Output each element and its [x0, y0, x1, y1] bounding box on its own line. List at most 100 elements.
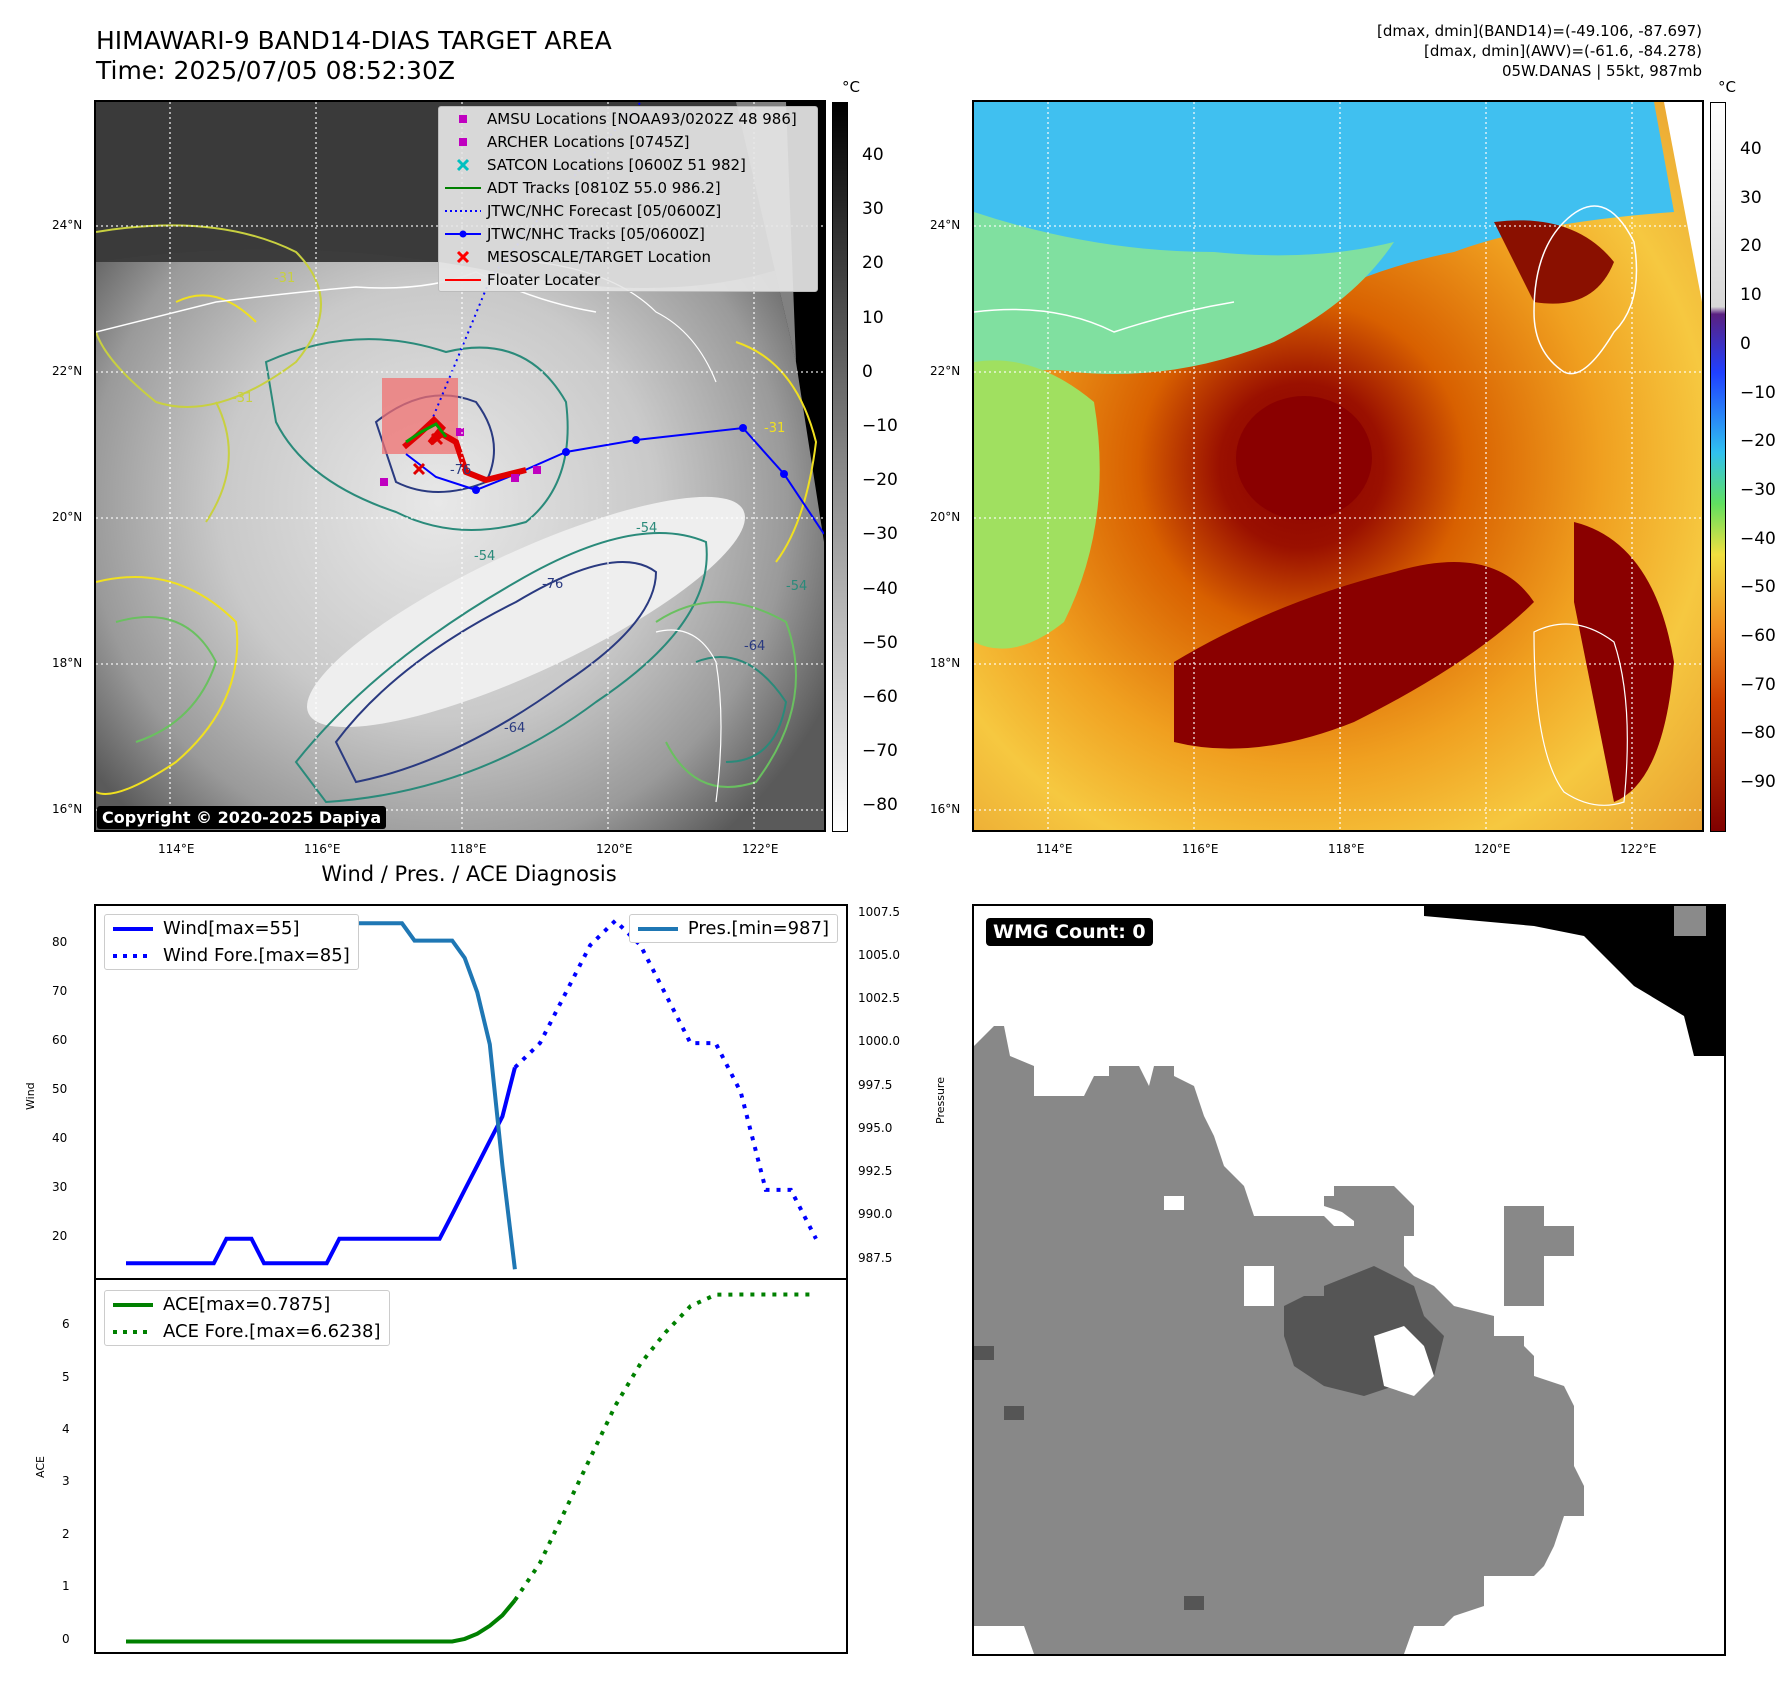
wind-ytick: 80	[52, 935, 68, 950]
pressure-ytick: 995.0	[858, 1120, 893, 1135]
contour-label: -54	[786, 579, 807, 594]
wind-ytick: 40	[52, 1130, 68, 1145]
pressure-ytick: 1000.0	[858, 1034, 900, 1049]
contour-label: -31	[232, 391, 253, 406]
colorbar-tick: −30	[862, 524, 898, 545]
map-legend-item: ARCHER Locations [0745Z]	[439, 130, 817, 153]
lat-label: 18°N	[52, 656, 83, 670]
legend-wind-fore-label: Wind Fore.[max=85]	[163, 945, 350, 966]
map-legend-label: SATCON Locations [0600Z 51 982]	[487, 155, 746, 174]
contour-label: -76	[542, 577, 563, 592]
map-legend-item: AMSU Locations [NOAA93/0202Z 48 986]	[439, 107, 817, 130]
wind-pressure-panel: Wind[max=55] Wind Fore.[max=85] Pres.[mi…	[94, 904, 848, 1280]
pressure-ytick: 997.5	[858, 1077, 893, 1092]
lon-label: 118°E	[1328, 842, 1365, 856]
wind-ytick: 60	[52, 1033, 68, 1048]
ir-colorbar	[832, 102, 848, 832]
pressure-ytick: 990.0	[858, 1207, 893, 1222]
map-legend-item: MESOSCALE/TARGET Location	[439, 245, 817, 268]
map-legend-label: MESOSCALE/TARGET Location	[487, 247, 712, 266]
ace-ytick: 2	[62, 1526, 70, 1541]
lat-label: 18°N	[930, 656, 961, 670]
colorbar-tick: −40	[862, 578, 898, 599]
map-legend-label: Floater Locater	[487, 270, 601, 289]
contour-label: -54	[474, 549, 495, 564]
lat-label: 16°N	[930, 802, 961, 816]
map-legend-label: ARCHER Locations [0745Z]	[487, 132, 690, 151]
lat-label: 20°N	[52, 510, 83, 524]
pressure-legend: Pres.[min=987]	[628, 914, 838, 943]
colorbar-tick: 40	[1740, 139, 1762, 159]
colorbar-tick: −10	[862, 416, 898, 436]
wind-ytick: 20	[52, 1228, 68, 1243]
ace-legend: ACE[max=0.7875] ACE Fore.[max=6.6238]	[104, 1290, 390, 1346]
colorbar-tick: 0	[1740, 333, 1751, 354]
awv-map-image	[974, 102, 1702, 830]
lon-label: 114°E	[1036, 842, 1073, 856]
series-line	[513, 917, 818, 1240]
wmg-image	[974, 906, 1724, 1654]
map-legend: AMSU Locations [NOAA93/0202Z 48 986] ARCH…	[438, 106, 818, 292]
colorbar-tick: −10	[1740, 382, 1776, 403]
legend-wind-fore-row: Wind Fore.[max=85]	[105, 942, 358, 969]
legend-symbol	[445, 270, 481, 290]
colorbar-tick: −60	[1740, 626, 1776, 646]
map-legend-item: ADT Tracks [0810Z 55.0 986.2]	[439, 176, 817, 199]
colorbar-tick: 20	[862, 253, 884, 274]
colorbar-tick: 30	[1740, 187, 1762, 208]
lon-label: 114°E	[158, 842, 195, 856]
series-line	[126, 1067, 517, 1266]
map-legend-item: JTWC/NHC Tracks [05/0600Z]	[439, 222, 817, 245]
ir-colorbar-unit: °C	[842, 78, 860, 96]
colorbar-tick: −30	[1740, 479, 1776, 500]
awv-map-panel	[972, 100, 1704, 832]
colorbar-tick: −40	[1740, 528, 1776, 549]
colorbar-tick: −80	[862, 795, 898, 816]
lat-label: 22°N	[930, 364, 961, 378]
colorbar-tick: −50	[1740, 577, 1776, 598]
lon-label: 118°E	[450, 842, 487, 856]
colorbar-tick: −20	[1740, 431, 1776, 452]
pressure-ytick: 1007.5	[858, 904, 900, 919]
pressure-ytick: 1005.0	[858, 947, 900, 962]
awv-colorbar-unit: °C	[1718, 78, 1736, 96]
lon-label: 116°E	[304, 842, 341, 856]
colorbar-tick: −60	[862, 687, 898, 707]
legend-symbol	[445, 109, 481, 129]
map-legend-label: ADT Tracks [0810Z 55.0 986.2]	[487, 178, 721, 197]
map-legend-item: JTWC/NHC Forecast [05/0600Z]	[439, 199, 817, 222]
legend-symbol	[445, 224, 481, 244]
legend-wind-row: Wind[max=55]	[105, 915, 358, 942]
wind-ytick: 50	[52, 1082, 68, 1096]
wmg-panel: WMG Count: 0	[972, 904, 1726, 1656]
lat-label: 24°N	[930, 218, 961, 232]
wind-ytick: 70	[52, 984, 68, 999]
legend-symbol	[445, 247, 481, 267]
colorbar-tick: 10	[1740, 285, 1762, 306]
legend-ace-label: ACE[max=0.7875]	[163, 1294, 331, 1315]
lon-label: 122°E	[742, 842, 779, 856]
legend-pres-label: Pres.[min=987]	[687, 918, 829, 939]
diagnosis-title: Wind / Pres. / ACE Diagnosis	[321, 862, 617, 886]
colorbar-tick: 20	[1740, 236, 1762, 257]
wmg-count-badge: WMG Count: 0	[986, 918, 1153, 946]
legend-ace-row: ACE[max=0.7875]	[105, 1291, 389, 1318]
wind-ytick: 30	[52, 1179, 68, 1194]
main-title-line1: HIMAWARI-9 BAND14-DIAS TARGET AREA	[96, 26, 612, 55]
colorbar-tick: −90	[1740, 772, 1776, 793]
lat-label: 22°N	[52, 364, 83, 378]
lon-label: 120°E	[596, 842, 633, 856]
ace-ytick: 0	[62, 1631, 70, 1646]
storm-info: 05W.DANAS | 55kt, 987mb	[1501, 62, 1702, 80]
legend-symbol	[445, 201, 481, 221]
contour-label: -64	[744, 639, 765, 654]
ace-series-line	[513, 1292, 816, 1602]
legend-wind-label: Wind[max=55]	[163, 918, 300, 939]
ace-ytick: 1	[62, 1579, 70, 1594]
dmax-band14: [dmax, dmin](BAND14)=(-49.106, -87.697)	[1377, 22, 1702, 40]
ace-panel: ACE[max=0.7875] ACE Fore.[max=6.6238]	[94, 1278, 848, 1654]
legend-symbol	[445, 155, 481, 175]
contour-label: -76	[450, 463, 471, 478]
awv-colorbar	[1710, 102, 1726, 832]
pressure-ylabel: Pressure	[934, 1077, 947, 1124]
